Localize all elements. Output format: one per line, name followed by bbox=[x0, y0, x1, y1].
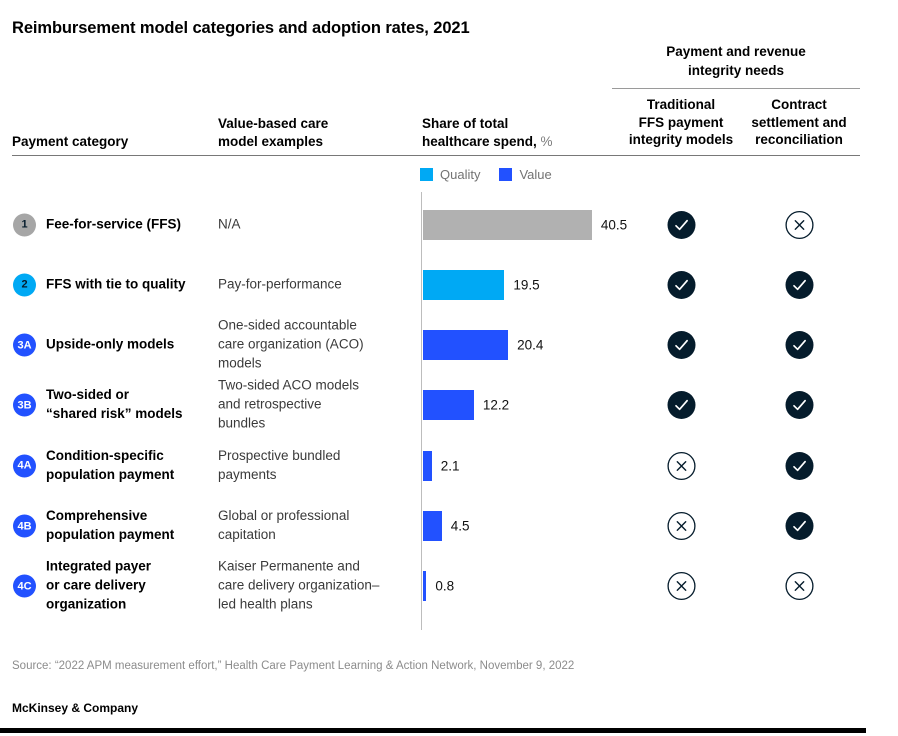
x-icon bbox=[785, 210, 814, 239]
x-icon bbox=[785, 572, 814, 601]
value-color-swatch bbox=[499, 168, 513, 181]
model-example-label: Prospective bundled payments bbox=[218, 447, 341, 482]
category-badge: 3B bbox=[13, 393, 36, 417]
ffs-integrity-indicator bbox=[667, 572, 696, 601]
spend-value-label: 0.8 bbox=[435, 578, 455, 594]
mckinsey-wordmark: McKinsey & Company bbox=[12, 701, 139, 715]
category-badge: 4A bbox=[13, 454, 36, 478]
column-header-payment-category: Payment category bbox=[12, 134, 129, 149]
category-badge: 4C bbox=[13, 574, 36, 598]
table-row: 4A Condition-specific population payment… bbox=[0, 436, 898, 496]
x-icon bbox=[667, 572, 696, 601]
payment-category-label: FFS with tie to quality bbox=[46, 276, 186, 292]
legend-label-quality: Quality bbox=[440, 167, 481, 182]
source-note: Source: “2022 APM measurement effort,” H… bbox=[12, 660, 575, 672]
model-example-label: Two-sided ACO models and retrospective b… bbox=[218, 378, 360, 431]
contract-settlement-indicator bbox=[785, 451, 814, 480]
legend-item-quality: Quality bbox=[420, 167, 480, 182]
payment-category-label: Fee-for-service (FFS) bbox=[46, 216, 182, 232]
table-row: 3A Upside-only models One-sided accounta… bbox=[0, 315, 898, 375]
payment-category-label: Upside-only models bbox=[46, 336, 175, 352]
contract-settlement-indicator bbox=[785, 572, 814, 601]
spend-bar bbox=[423, 450, 432, 481]
check-icon bbox=[785, 270, 814, 299]
integrity-needs-group-header: Payment and revenue integrity needs bbox=[612, 43, 860, 89]
model-example-label: Pay-for-performance bbox=[218, 276, 342, 292]
check-icon bbox=[785, 451, 814, 480]
spend-bar bbox=[423, 209, 592, 240]
ffs-integrity-indicator bbox=[667, 210, 696, 239]
payment-category-label: Two-sided or “shared risk” models bbox=[46, 387, 183, 422]
table-row: 4B Comprehensive population payment Glob… bbox=[0, 496, 898, 556]
spend-value-label: 4.5 bbox=[450, 518, 470, 534]
bottom-rule bbox=[0, 728, 866, 733]
spend-value-label: 2.1 bbox=[440, 458, 460, 474]
payment-category-label: Condition-specific population payment bbox=[46, 447, 175, 482]
ffs-integrity-indicator bbox=[667, 512, 696, 541]
x-icon bbox=[667, 451, 696, 480]
x-icon bbox=[667, 512, 696, 541]
model-example-label: Kaiser Permanente and care delivery orga… bbox=[218, 559, 380, 612]
ffs-integrity-indicator bbox=[667, 331, 696, 360]
contract-settlement-indicator bbox=[785, 391, 814, 420]
spend-bar bbox=[423, 571, 427, 602]
quality-color-swatch bbox=[420, 168, 433, 181]
header-divider bbox=[12, 155, 860, 156]
model-example-label: One-sided accountable care organization … bbox=[218, 317, 364, 371]
contract-settlement-indicator bbox=[785, 270, 814, 299]
share-header-unit: % bbox=[536, 133, 553, 149]
check-icon bbox=[667, 210, 696, 239]
contract-settlement-indicator bbox=[785, 210, 814, 239]
spend-value-label: 19.5 bbox=[513, 277, 540, 293]
check-icon bbox=[667, 270, 696, 299]
ffs-integrity-indicator bbox=[667, 391, 696, 420]
contract-settlement-indicator bbox=[785, 331, 814, 360]
contract-settlement-indicator bbox=[785, 512, 814, 541]
column-header-contract-settlement: Contract settlement and reconciliation bbox=[751, 97, 847, 148]
check-icon bbox=[785, 512, 814, 541]
chart-axis-line bbox=[421, 192, 422, 630]
page-title: Reimbursement model categories and adopt… bbox=[12, 19, 470, 37]
category-badge: 3A bbox=[13, 333, 36, 357]
table-row: 4C Integrated payer or care delivery org… bbox=[0, 556, 898, 616]
table-row: 1 Fee-for-service (FFS) N/A 40.5 bbox=[0, 195, 898, 255]
model-example-label: N/A bbox=[218, 216, 241, 232]
check-icon bbox=[667, 331, 696, 360]
legend-item-value: Value bbox=[499, 167, 552, 182]
check-icon bbox=[785, 391, 814, 420]
payment-category-label: Comprehensive population payment bbox=[46, 508, 175, 543]
column-header-healthcare-spend: Share of total healthcare spend, % bbox=[422, 115, 553, 150]
spend-value-label: 40.5 bbox=[600, 217, 628, 232]
column-header-model-examples: Value-based care model examples bbox=[218, 116, 329, 149]
ffs-integrity-indicator bbox=[667, 451, 696, 480]
spend-bar bbox=[423, 390, 474, 421]
share-header-text: Share of total healthcare spend, bbox=[422, 116, 537, 149]
spend-value-label: 12.2 bbox=[482, 397, 510, 413]
table-row: 3B Two-sided or “shared risk” models Two… bbox=[0, 375, 898, 435]
column-header-ffs-integrity: Traditional FFS payment integrity models bbox=[628, 97, 734, 148]
check-icon bbox=[785, 331, 814, 360]
check-icon bbox=[667, 391, 696, 420]
table-row: 2 FFS with tie to quality Pay-for-perfor… bbox=[0, 255, 898, 315]
spend-bar bbox=[423, 269, 505, 300]
category-badge: 1 bbox=[13, 213, 36, 236]
spend-bar bbox=[423, 330, 509, 361]
chart-legend: Quality Value bbox=[420, 167, 552, 182]
category-badge: 4B bbox=[13, 514, 36, 538]
spend-bar bbox=[423, 511, 442, 542]
legend-label-value: Value bbox=[519, 167, 552, 182]
category-badge: 2 bbox=[13, 273, 36, 297]
model-example-label: Global or professional capitation bbox=[218, 508, 350, 543]
payment-category-label: Integrated payer or care delivery organi… bbox=[46, 559, 152, 612]
spend-value-label: 20.4 bbox=[517, 337, 544, 353]
ffs-integrity-indicator bbox=[667, 270, 696, 299]
